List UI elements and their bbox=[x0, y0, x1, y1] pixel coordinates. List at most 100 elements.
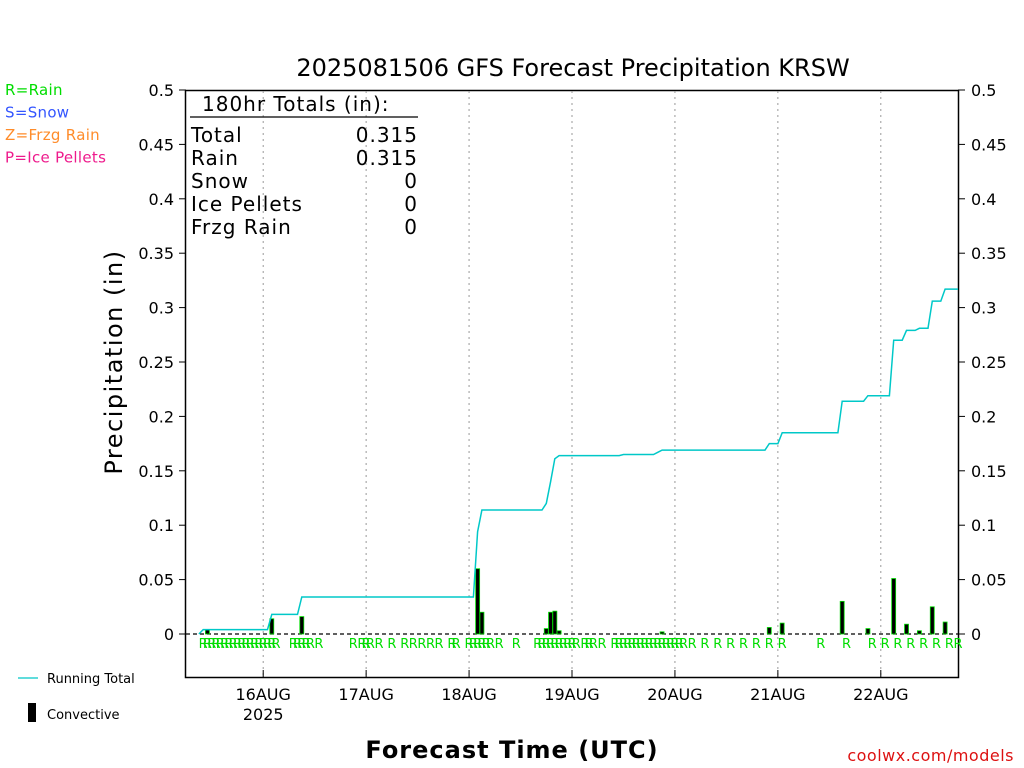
precip-type-mark: R bbox=[211, 637, 220, 652]
totals-header: 180hr Totals (in): bbox=[202, 92, 390, 116]
totals-box: 180hr Totals (in): Total 0.315 Rain 0.315 Sn… bbox=[190, 92, 418, 239]
precip-bar bbox=[929, 606, 935, 635]
precip-type-mark: R bbox=[572, 637, 581, 652]
precip-type-mark: R bbox=[765, 637, 774, 652]
y-tick-label-right: 0.35 bbox=[971, 244, 1007, 263]
precip-type-mark: R bbox=[199, 637, 208, 652]
y-tick-label-right: 0.3 bbox=[971, 299, 996, 318]
precip-type-mark: R bbox=[628, 637, 637, 652]
precip-type-mark: R bbox=[670, 637, 679, 652]
precip-bar bbox=[904, 623, 909, 635]
y-tick-label-right: 0.15 bbox=[971, 462, 1007, 481]
convective-legend-label: Convective bbox=[47, 708, 120, 723]
precip-type-mark: R bbox=[700, 637, 709, 652]
x-tick-label: 16AUG bbox=[235, 685, 290, 704]
y-tick-label-right: 0.45 bbox=[971, 135, 1007, 154]
precip-type-legend: R=Rain S=Snow Z=Frzg Rain P=Ice Pellets bbox=[5, 81, 106, 167]
y-tick-label: 0.2 bbox=[149, 407, 174, 426]
precip-type-mark: R bbox=[289, 637, 298, 652]
precip-type-mark: R bbox=[546, 637, 555, 652]
precip-type-mark: R bbox=[842, 637, 851, 652]
precip-type-mark: R bbox=[658, 637, 667, 652]
precip-type-mark: R bbox=[537, 637, 546, 652]
x-tick-label: 19AUG bbox=[544, 685, 599, 704]
precip-type-mark: R bbox=[224, 637, 233, 652]
right-y-axis: 0 0.05 0.1 0.15 0.2 0.25 0.3 0.35 0.4 0.45 0.5 bbox=[958, 81, 1007, 644]
precip-type-mark: R bbox=[636, 637, 645, 652]
precip-type-mark: R bbox=[662, 637, 671, 652]
totals-row-label: Frzg Rain bbox=[191, 215, 292, 239]
precip-bar bbox=[839, 600, 845, 635]
totals-row-value: 0 bbox=[404, 192, 418, 216]
precip-bar bbox=[543, 628, 549, 635]
y-tick-label-right: 0.5 bbox=[971, 81, 996, 100]
precip-bar bbox=[479, 611, 485, 635]
totals-row-value: 0.315 bbox=[356, 123, 418, 147]
precip-type-mark: R bbox=[263, 637, 272, 652]
precip-type-mark: R bbox=[906, 637, 915, 652]
precip-type-mark: R bbox=[242, 637, 251, 652]
y-tick-label: 0.5 bbox=[149, 81, 174, 100]
precip-type-mark: R bbox=[254, 637, 263, 652]
precip-type-mark: R bbox=[357, 637, 366, 652]
precip-type-mark: R bbox=[945, 637, 954, 652]
precip-type-mark: R bbox=[563, 637, 572, 652]
y-tick-label: 0.35 bbox=[138, 244, 174, 263]
precip-type-mark: R bbox=[302, 637, 311, 652]
precip-type-mark: R bbox=[482, 637, 491, 652]
precip-type-mark: R bbox=[447, 637, 456, 652]
precip-type-mark: R bbox=[778, 637, 787, 652]
totals-row-value: 0 bbox=[404, 169, 418, 193]
precip-type-mark: R bbox=[615, 637, 624, 652]
credit-label: coolwx.com/models bbox=[847, 746, 1014, 765]
y-tick-label-right: 0.1 bbox=[971, 516, 996, 535]
legend-type-2: Z=Frzg Rain bbox=[5, 126, 100, 144]
precip-type-mark: R bbox=[752, 637, 761, 652]
x-tick-label: 18AUG bbox=[441, 685, 496, 704]
x-tick-label: 20AUG bbox=[647, 685, 702, 704]
day-gridlines bbox=[262, 91, 882, 677]
precip-type-mark: R bbox=[297, 637, 306, 652]
precip-type-mark: R bbox=[486, 637, 495, 652]
convective-legend-swatch bbox=[28, 703, 36, 722]
precip-type-mark: R bbox=[559, 637, 568, 652]
precip-bar bbox=[659, 631, 665, 635]
precip-type-mark: R bbox=[426, 637, 435, 652]
precip-type-mark: R bbox=[640, 637, 649, 652]
y-tick-label-right: 0.05 bbox=[971, 571, 1007, 590]
precip-type-mark: R bbox=[207, 637, 216, 652]
totals-row-label: Snow bbox=[191, 169, 249, 193]
totals-row-value: 0 bbox=[404, 215, 418, 239]
precip-bar bbox=[779, 622, 785, 635]
y-axis-label: Precipitation (in) bbox=[100, 249, 128, 474]
precip-type-mark: R bbox=[452, 637, 461, 652]
precip-type-mark: R bbox=[585, 637, 594, 652]
x-tick-label: 17AUG bbox=[338, 685, 393, 704]
precip-bar bbox=[917, 630, 922, 635]
precip-bar bbox=[552, 610, 558, 635]
precip-type-mark: R bbox=[550, 637, 559, 652]
x-tick-label: 22AUG bbox=[853, 685, 908, 704]
x-axis-label: Forecast Time (UTC) bbox=[365, 736, 658, 764]
y-tick-label-right: 0 bbox=[971, 625, 981, 644]
precip-type-mark: R bbox=[623, 637, 632, 652]
precip-type-mark: R bbox=[409, 637, 418, 652]
y-tick-label: 0.05 bbox=[138, 571, 174, 590]
convective-bars bbox=[205, 568, 948, 635]
precip-type-mark: R bbox=[713, 637, 722, 652]
precip-bar bbox=[269, 618, 275, 635]
precip-type-mark: R bbox=[881, 637, 890, 652]
y-tick-label-right: 0.25 bbox=[971, 353, 1007, 372]
precip-type-mark: R bbox=[233, 637, 242, 652]
precip-type-mark: R bbox=[512, 637, 521, 652]
legend-type-1: S=Snow bbox=[5, 104, 69, 122]
precip-type-mark: R bbox=[953, 637, 962, 652]
precip-type-mark: R bbox=[366, 637, 375, 652]
precip-type-mark: R bbox=[649, 637, 658, 652]
precip-type-mark: R bbox=[666, 637, 675, 652]
y-tick-label: 0 bbox=[164, 625, 174, 644]
precip-type-mark: R bbox=[597, 637, 606, 652]
precip-type-mark: R bbox=[293, 637, 302, 652]
